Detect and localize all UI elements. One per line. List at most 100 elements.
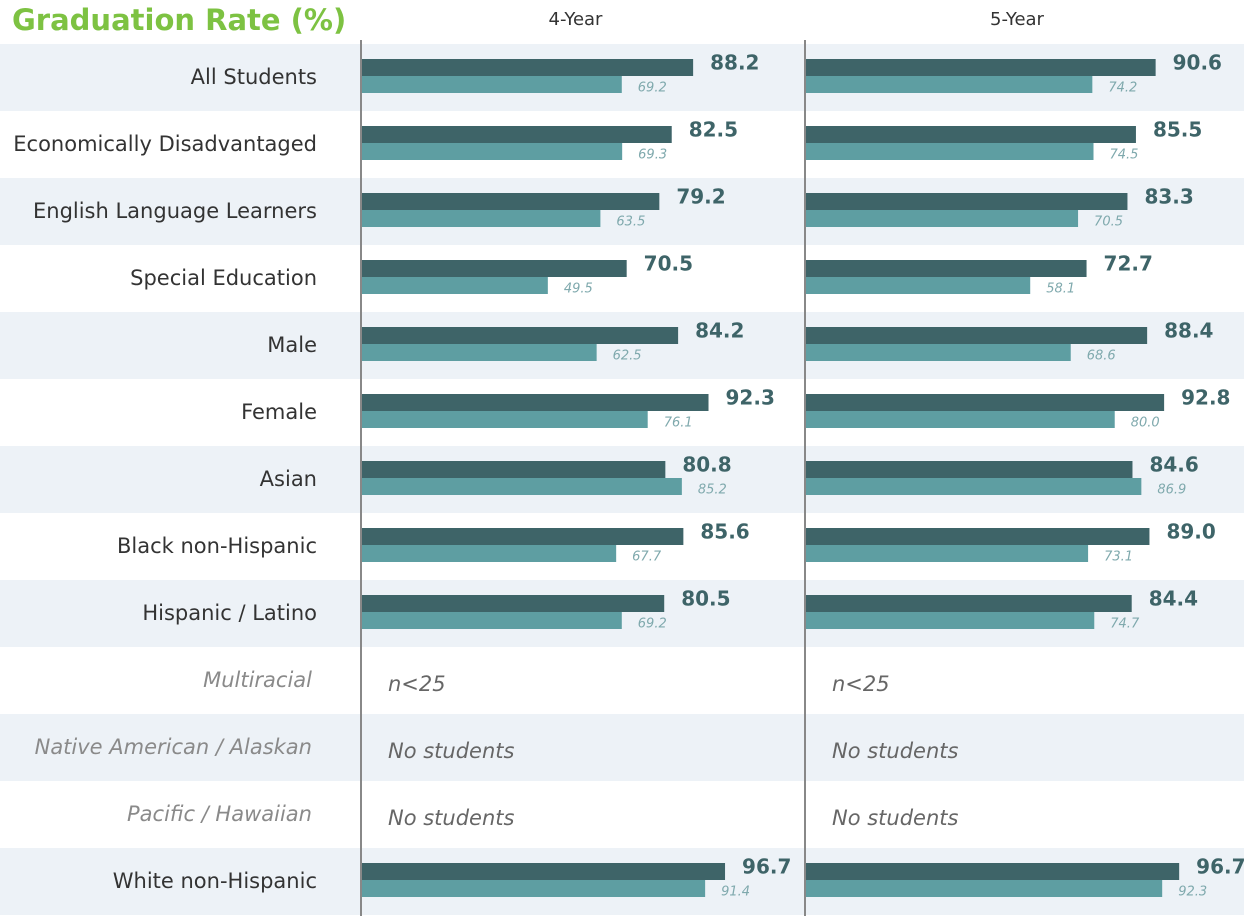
bar (362, 76, 622, 93)
bar (806, 528, 1150, 545)
bar (806, 76, 1093, 93)
bar (362, 260, 627, 277)
bar (362, 59, 694, 76)
bar (806, 59, 1156, 76)
bar (362, 478, 682, 495)
value-label: 85.5 (1153, 118, 1202, 142)
value-label: 74.5 (1109, 148, 1138, 163)
value-label: 69.2 (638, 617, 667, 632)
note: No students (832, 806, 959, 830)
bar (806, 394, 1165, 411)
value-label: 70.5 (644, 252, 693, 276)
category-label: Black non-Hispanic (117, 534, 317, 558)
bar (806, 143, 1094, 160)
bar (806, 411, 1115, 428)
bar (806, 210, 1079, 227)
bar (362, 126, 672, 143)
category-label: Asian (260, 467, 317, 491)
value-label: 80.0 (1131, 416, 1160, 431)
bar (362, 612, 622, 629)
bar (806, 612, 1095, 629)
bar (806, 595, 1132, 612)
value-label: 58.1 (1046, 282, 1075, 297)
note: n<25 (388, 672, 446, 696)
bar (806, 863, 1180, 880)
row-stripe (0, 714, 1244, 781)
value-label: 90.6 (1173, 51, 1222, 75)
value-label: 79.2 (676, 185, 725, 209)
category-label: Male (267, 333, 317, 357)
value-label: 67.7 (632, 550, 662, 565)
value-label: 84.2 (695, 319, 744, 343)
category-label: Economically Disadvantaged (13, 132, 317, 156)
bar (362, 344, 597, 361)
bar (806, 260, 1087, 277)
note: No students (832, 739, 959, 763)
value-label: 49.5 (564, 282, 593, 297)
value-label: 69.3 (638, 148, 667, 163)
bar (806, 461, 1133, 478)
value-label: 85.6 (700, 520, 749, 544)
value-label: 85.2 (698, 483, 727, 498)
value-label: 69.2 (638, 81, 667, 96)
bar (362, 461, 666, 478)
category-label: Multiracial (203, 668, 312, 692)
bar (806, 277, 1031, 294)
value-label: 73.1 (1104, 550, 1133, 565)
value-label: 80.5 (681, 587, 730, 611)
note: No students (388, 806, 515, 830)
value-label: 84.4 (1149, 587, 1198, 611)
value-label: 96.7 (1196, 855, 1244, 879)
bar (806, 193, 1128, 210)
bar (362, 394, 709, 411)
bar (362, 277, 548, 294)
bar (362, 880, 706, 897)
value-label: 84.6 (1149, 453, 1198, 477)
value-label: 74.7 (1110, 617, 1140, 632)
panel-title: 5-Year (990, 9, 1045, 30)
value-label: 88.2 (710, 51, 759, 75)
category-label: All Students (191, 65, 317, 89)
bar (362, 327, 679, 344)
bar (362, 411, 648, 428)
bar (362, 545, 617, 562)
category-label: English Language Learners (33, 199, 317, 223)
value-label: 82.5 (689, 118, 738, 142)
category-label: Pacific / Hawaiian (127, 802, 312, 826)
note: No students (388, 739, 515, 763)
value-label: 80.8 (682, 453, 731, 477)
value-label: 68.6 (1087, 349, 1116, 364)
value-label: 92.3 (1178, 885, 1207, 900)
bar (362, 528, 684, 545)
bar (362, 193, 660, 210)
value-label: 62.5 (613, 349, 642, 364)
category-label: Hispanic / Latino (142, 601, 317, 625)
panel-title: 4-Year (549, 9, 604, 30)
value-label: 74.2 (1108, 81, 1137, 96)
bar (806, 344, 1071, 361)
bar (806, 327, 1148, 344)
value-label: 63.5 (616, 215, 645, 230)
chart-title: Graduation Rate (%) (12, 3, 346, 37)
bar (806, 545, 1089, 562)
category-label: White non-Hispanic (113, 869, 317, 893)
category-label: Native American / Alaskan (35, 735, 312, 759)
bar (362, 863, 726, 880)
value-label: 92.8 (1181, 386, 1230, 410)
value-label: 76.1 (664, 416, 693, 431)
value-label: 91.4 (721, 885, 750, 900)
bar (806, 478, 1142, 495)
value-label: 88.4 (1164, 319, 1213, 343)
category-label: Female (241, 400, 317, 424)
value-label: 89.0 (1166, 520, 1215, 544)
bar (362, 595, 665, 612)
value-label: 86.9 (1157, 483, 1186, 498)
value-label: 96.7 (742, 855, 791, 879)
bar (806, 880, 1163, 897)
category-label: Special Education (130, 266, 317, 290)
value-label: 92.3 (726, 386, 775, 410)
bar (362, 210, 601, 227)
note: n<25 (832, 672, 890, 696)
value-label: 83.3 (1144, 185, 1193, 209)
